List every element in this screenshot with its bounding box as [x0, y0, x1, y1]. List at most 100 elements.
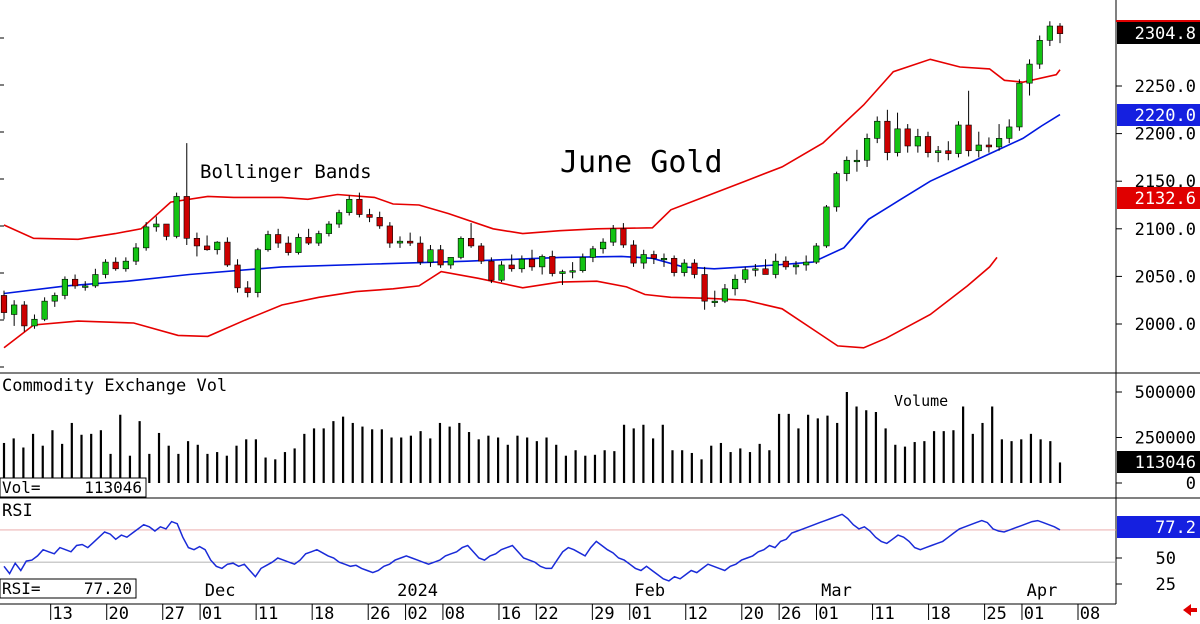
candle-body	[904, 128, 911, 147]
candle	[904, 124, 911, 153]
candle	[508, 254, 515, 272]
candle-body	[61, 278, 69, 296]
candle	[559, 269, 566, 285]
candle	[224, 237, 231, 267]
candle-body	[589, 248, 597, 258]
price-axis-tick-label: 2050.0	[1135, 267, 1196, 287]
candle	[143, 222, 150, 251]
candle-body	[386, 225, 393, 244]
volume-panel: Commodity Exchange Vol Volume 500000 2500…	[0, 376, 1200, 498]
panel-frames	[0, 0, 1200, 605]
candle-body	[315, 233, 322, 244]
candle	[132, 243, 140, 265]
candle-body	[173, 196, 180, 237]
chart-title: June Gold	[560, 145, 723, 180]
scroll-arrow-icon[interactable]	[1183, 604, 1197, 616]
price-axis-tick-label: 2100.0	[1135, 220, 1196, 240]
rsi-last-label: 77.2	[1155, 518, 1196, 538]
candle	[315, 230, 322, 246]
candle	[833, 171, 840, 212]
candle-body	[498, 264, 505, 281]
candle	[985, 137, 993, 153]
date-axis-label: 16	[501, 604, 521, 624]
candle-body	[924, 136, 932, 153]
candle	[214, 241, 221, 255]
rsi-value-tag: 77.2	[1117, 516, 1200, 538]
candle-body	[407, 240, 414, 244]
candle-body	[579, 257, 586, 271]
date-axis-label: 01	[1024, 604, 1044, 624]
candle-body	[82, 285, 89, 288]
candle-body	[752, 268, 759, 271]
candle-body	[41, 300, 48, 320]
candle	[467, 223, 475, 248]
candle-body	[610, 228, 617, 243]
candle	[417, 236, 424, 265]
candle-body	[508, 264, 515, 270]
candle-body	[599, 241, 607, 250]
candle-body	[853, 159, 861, 163]
candle-body	[874, 120, 881, 139]
candle	[407, 232, 414, 246]
bollinger-upper-band	[3, 58, 1061, 241]
candle	[386, 222, 393, 248]
candle-body	[163, 223, 170, 237]
candle	[0, 290, 8, 320]
date-axis-label: 27	[165, 604, 185, 624]
candle-body	[143, 226, 150, 249]
candle	[31, 314, 38, 329]
candle	[630, 240, 637, 267]
month-label: Dec	[205, 581, 236, 601]
candle-body	[813, 245, 820, 263]
candle	[264, 230, 272, 252]
candle	[203, 235, 211, 251]
candle	[478, 243, 485, 265]
date-axis-label: 12	[688, 604, 708, 624]
candle	[102, 259, 109, 279]
candle-body	[214, 241, 221, 251]
volume-last-label: 113046	[1135, 453, 1196, 473]
candle	[772, 253, 779, 279]
candle	[579, 253, 586, 273]
candle-body	[914, 136, 921, 147]
rsi-axis-tick-label: 25	[1156, 575, 1176, 595]
candle-body	[782, 260, 789, 268]
price-axis-tick-label: 2000.0	[1135, 315, 1196, 335]
candle	[153, 216, 160, 232]
rsi-readout: RSI= 77.20	[0, 578, 137, 599]
candle-body	[305, 237, 312, 244]
upper-band-path	[3, 58, 1061, 241]
candle	[1006, 119, 1013, 144]
candle	[325, 221, 333, 237]
candle	[650, 250, 657, 265]
candle	[234, 259, 241, 293]
candle-body	[457, 238, 465, 258]
candle	[518, 255, 525, 273]
candle-body	[346, 198, 353, 213]
candle-body	[1036, 40, 1043, 65]
bollinger-lower-band	[3, 256, 998, 349]
candle-body	[731, 278, 739, 290]
candle	[975, 131, 982, 158]
candle-body	[285, 242, 292, 253]
candle	[183, 143, 190, 245]
rsi-reference-lines	[0, 529, 1116, 563]
candle	[599, 238, 607, 254]
date-axis-label: 08	[1080, 604, 1100, 624]
candle-body	[122, 260, 129, 270]
candle-body	[772, 260, 779, 275]
candle	[11, 300, 18, 326]
candle-body	[1006, 126, 1013, 139]
candle-body	[721, 288, 729, 302]
candle	[731, 274, 739, 296]
candle	[792, 261, 800, 275]
candle-body	[254, 249, 261, 293]
candle	[955, 121, 962, 158]
date-axis-label: 13	[52, 604, 72, 624]
lower-band-label: 2132.6	[1135, 189, 1196, 209]
bollinger-annotation: Bollinger Bands	[200, 161, 372, 183]
rsi-readout-label: RSI=	[2, 579, 41, 598]
date-axis-label: 01	[631, 604, 651, 624]
